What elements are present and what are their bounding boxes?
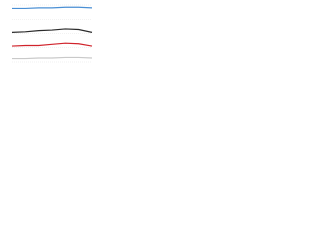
series-line bbox=[12, 56, 93, 60]
series-line bbox=[11, 42, 93, 47]
page: (() => { const data = JSON.parse(documen… bbox=[0, 0, 320, 71]
series-line bbox=[12, 6, 93, 10]
chart bbox=[11, 4, 93, 63]
series-line bbox=[11, 28, 93, 33]
